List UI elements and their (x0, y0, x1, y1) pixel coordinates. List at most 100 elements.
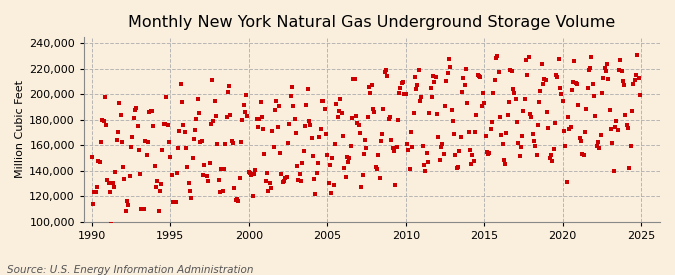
Point (254, 117, 265, 121)
Point (429, 80, 440, 84)
Point (273, 103, 284, 108)
Point (471, 112, 482, 117)
Point (517, 134, 528, 138)
Point (219, 167, 230, 172)
Point (470, 130, 481, 134)
Point (556, 91, 567, 96)
Point (456, 90, 467, 95)
Point (190, 128, 200, 132)
Point (425, 86, 436, 90)
Point (431, 75, 441, 79)
Point (244, 170, 254, 174)
Point (184, 189, 195, 193)
Point (148, 124, 159, 128)
Point (570, 80, 581, 85)
Point (448, 119, 458, 123)
Point (134, 148, 144, 152)
Point (217, 189, 228, 193)
Point (508, 87, 518, 91)
Point (223, 84, 234, 88)
Point (367, 83, 377, 87)
Point (601, 69, 612, 73)
Point (512, 119, 522, 124)
Point (221, 115, 232, 119)
Point (338, 133, 348, 138)
Point (230, 198, 241, 202)
Point (265, 180, 275, 185)
Point (93, 159, 104, 163)
Point (576, 139, 587, 143)
Point (333, 109, 344, 113)
Point (139, 207, 150, 211)
Point (454, 149, 465, 153)
Point (314, 135, 325, 139)
Point (569, 59, 580, 63)
Point (539, 76, 549, 81)
Point (620, 113, 631, 117)
Point (159, 122, 169, 126)
Point (289, 117, 300, 122)
Point (510, 97, 521, 101)
Point (157, 148, 168, 153)
Point (111, 138, 122, 142)
Point (262, 171, 273, 175)
Point (296, 179, 306, 183)
Point (352, 121, 362, 126)
Point (350, 114, 361, 118)
Point (240, 110, 250, 114)
Point (247, 194, 258, 198)
Point (307, 154, 318, 159)
Point (311, 171, 322, 175)
Point (166, 173, 177, 177)
Point (208, 119, 219, 123)
Point (192, 97, 203, 101)
Point (105, 189, 115, 194)
Point (275, 151, 286, 155)
Text: Source: U.S. Energy Information Administration: Source: U.S. Energy Information Administ… (7, 265, 253, 275)
Point (423, 160, 433, 164)
Point (160, 122, 171, 126)
Point (483, 152, 493, 156)
Point (290, 131, 301, 135)
Point (608, 169, 619, 173)
Point (496, 132, 507, 137)
Point (215, 189, 225, 194)
Point (396, 81, 407, 85)
Point (480, 134, 491, 138)
Point (315, 126, 326, 131)
Point (547, 159, 558, 163)
Point (132, 123, 143, 128)
Point (149, 164, 160, 168)
Point (178, 123, 189, 127)
Point (200, 233, 211, 237)
Point (387, 146, 398, 150)
Point (628, 82, 639, 86)
Point (241, 93, 252, 97)
Point (604, 108, 615, 112)
Point (452, 166, 462, 171)
Point (256, 115, 267, 119)
Point (611, 119, 622, 124)
Point (272, 125, 283, 130)
Point (198, 173, 209, 177)
Point (237, 117, 248, 122)
Point (128, 116, 139, 120)
Point (344, 155, 355, 160)
Point (343, 160, 354, 164)
Point (633, 76, 644, 81)
Point (220, 141, 231, 146)
Point (487, 120, 497, 124)
Point (485, 126, 496, 131)
Point (529, 139, 539, 144)
Point (573, 103, 584, 108)
Point (416, 95, 427, 99)
Point (615, 58, 626, 62)
Point (460, 66, 471, 71)
Point (174, 129, 185, 133)
Point (349, 77, 360, 81)
Point (268, 144, 279, 149)
Point (294, 172, 305, 177)
Point (590, 113, 601, 118)
Point (493, 69, 504, 74)
Point (313, 161, 323, 165)
